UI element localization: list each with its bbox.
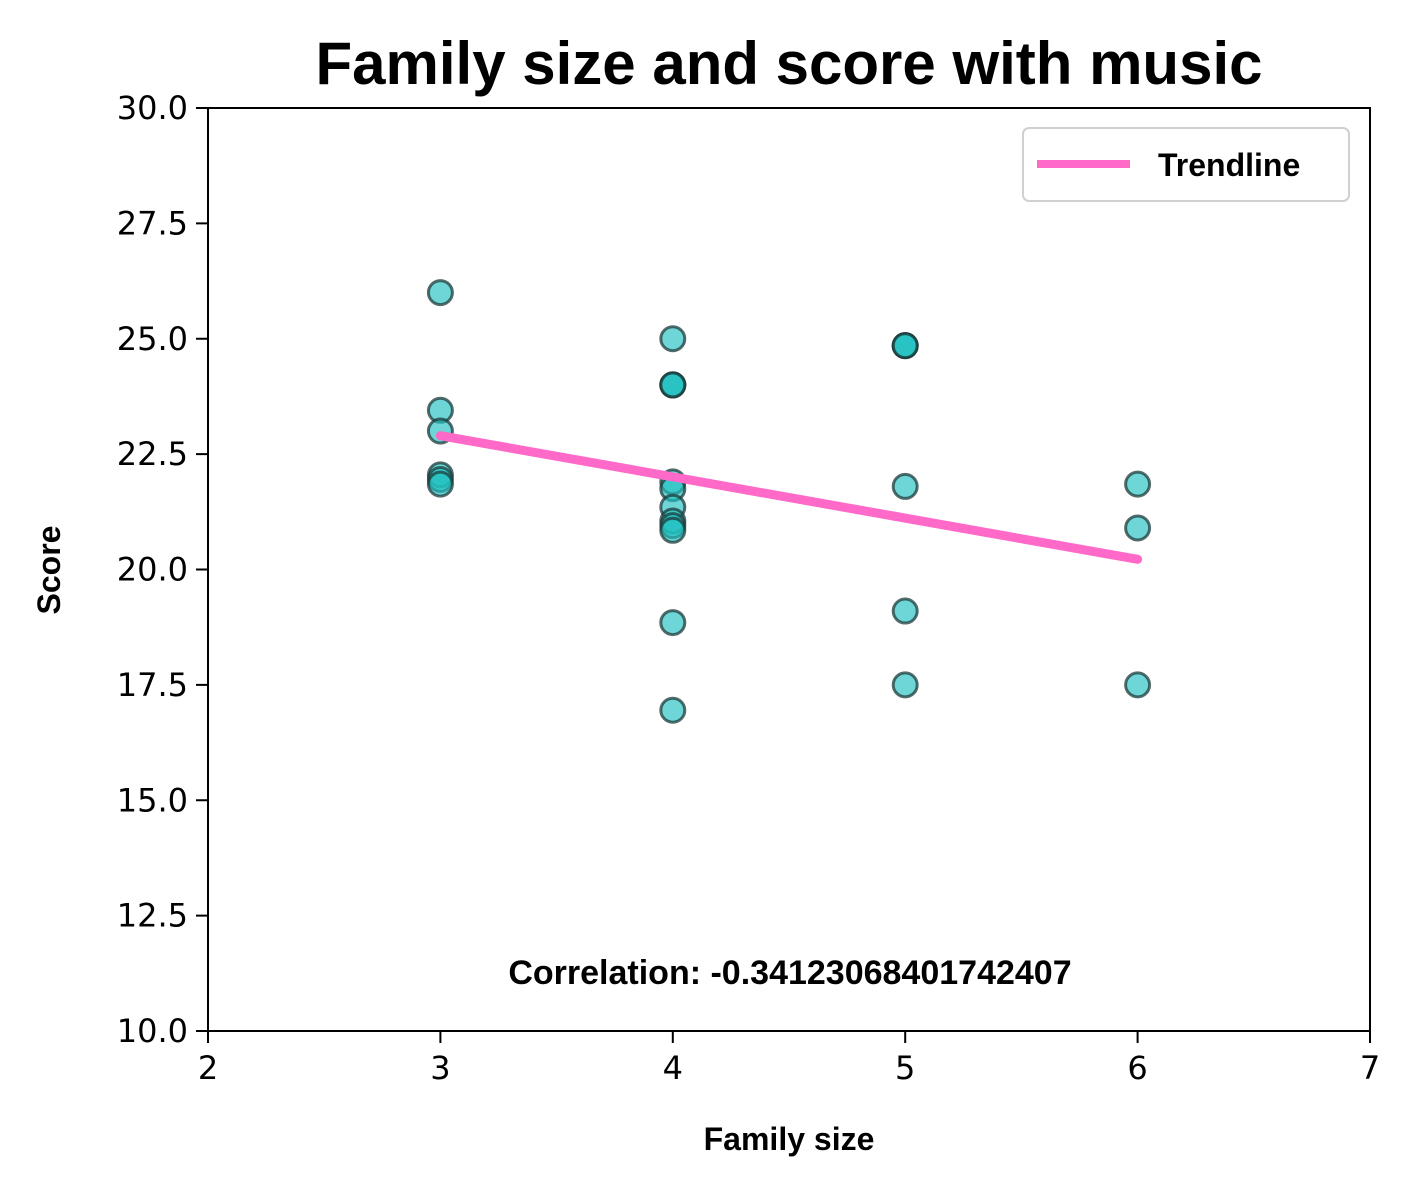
y-tick-label: 12.5 xyxy=(117,897,188,935)
y-tick-label: 25.0 xyxy=(117,320,188,358)
y-tick-label: 20.0 xyxy=(117,551,188,589)
x-tick-label: 7 xyxy=(1360,1049,1380,1087)
correlation-annotation: Correlation: -0.34123068401742407 xyxy=(508,954,1071,992)
x-tick-label: 6 xyxy=(1127,1049,1147,1087)
data-point xyxy=(659,516,687,544)
legend: Trendline xyxy=(1022,127,1350,202)
data-point xyxy=(891,671,919,699)
x-tick-label: 4 xyxy=(663,1049,683,1087)
data-point xyxy=(1124,470,1152,498)
trendline-layer xyxy=(435,431,1143,564)
legend-label-trendline: Trendline xyxy=(1158,147,1300,183)
data-point xyxy=(659,325,687,353)
scatter-points xyxy=(426,279,1152,724)
data-point xyxy=(1124,671,1152,699)
data-point xyxy=(891,332,919,360)
x-tick-label: 2 xyxy=(198,1049,218,1087)
y-tick-label: 22.5 xyxy=(117,435,188,473)
y-tick-label: 15.0 xyxy=(117,781,188,819)
y-tick-label: 30.0 xyxy=(117,89,188,127)
data-point xyxy=(659,609,687,637)
trendline xyxy=(435,431,1143,564)
y-axis-ticks: 10.0 12.5 15.0 17.5 20.0 22.5 25.0 27.5 30.0 xyxy=(117,89,208,1050)
data-point xyxy=(426,470,454,498)
plot-frame xyxy=(207,107,1371,1032)
y-tick-label: 17.5 xyxy=(117,666,188,704)
y-tick-label: 27.5 xyxy=(117,204,188,242)
data-point xyxy=(891,472,919,500)
data-point xyxy=(659,696,687,724)
data-point xyxy=(891,597,919,625)
data-point xyxy=(1124,514,1152,542)
data-point xyxy=(659,371,687,399)
data-point xyxy=(426,279,454,307)
plot-area xyxy=(208,108,1370,1031)
legend-box xyxy=(1022,127,1350,202)
x-axis-label: Family size xyxy=(704,1121,875,1157)
x-tick-label: 5 xyxy=(895,1049,915,1087)
y-tick-label: 10.0 xyxy=(117,1012,188,1050)
chart-title: Family size and score with music xyxy=(316,30,1263,97)
x-axis-ticks: 2 3 4 5 6 7 xyxy=(198,1031,1380,1087)
x-tick-label: 3 xyxy=(430,1049,450,1087)
y-axis-label: Score xyxy=(31,526,67,615)
